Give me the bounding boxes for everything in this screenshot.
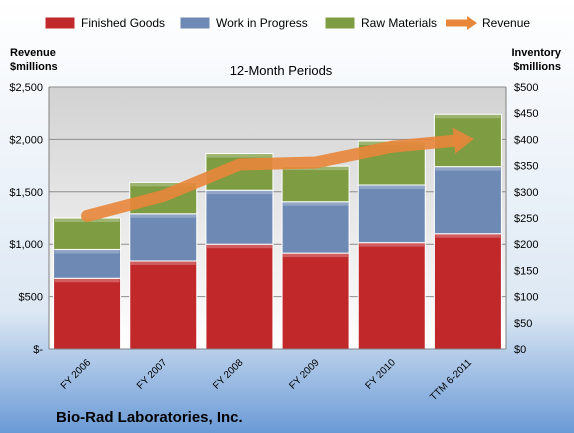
right-tick-label: $500 <box>514 82 538 94</box>
company-name: Bio-Rad Laboratories, Inc. <box>56 409 243 426</box>
right-axis-label-line1: Inventory <box>511 47 561 59</box>
bar-highlight <box>359 242 425 247</box>
right-tick-label: $350 <box>514 161 538 173</box>
legend: Finished Goods Work in Progress Raw Materi… <box>44 16 530 30</box>
left-tick-label: $- <box>33 344 43 356</box>
bar-highlight <box>206 153 272 158</box>
bar-highlight <box>435 114 501 119</box>
left-tick-label: $500 <box>19 292 43 304</box>
right-tick-label: $250 <box>514 213 538 225</box>
bar-highlight <box>435 233 501 238</box>
legend-label: Revenue <box>482 16 530 30</box>
plot-area <box>49 87 506 349</box>
right-tick-label: $400 <box>514 134 538 146</box>
bar-segment <box>281 165 350 203</box>
right-tick-label: $150 <box>514 265 538 277</box>
right-tick-label: $50 <box>514 318 532 330</box>
left-tick-label: $2,500 <box>9 82 43 94</box>
bar-segment <box>357 184 426 244</box>
bar-highlight <box>283 253 349 258</box>
bars <box>53 113 502 350</box>
bar-segment <box>433 166 502 235</box>
bar-segment <box>53 277 122 350</box>
revenue-arrowhead <box>452 127 474 154</box>
bar-highlight <box>435 166 501 171</box>
revenue-line-path <box>81 134 460 222</box>
bar-segment <box>281 252 350 350</box>
bar-segment <box>129 260 198 350</box>
right-tick-label: $300 <box>514 187 538 199</box>
right-tick-label: $0 <box>514 344 526 356</box>
legend-swatch <box>179 16 211 30</box>
left-tick-label: $2,000 <box>9 134 43 146</box>
legend-swatch <box>324 16 356 30</box>
bar-segment <box>53 217 122 250</box>
bar-highlight <box>54 278 120 283</box>
bar-segment <box>53 248 122 279</box>
right-tick-label: $100 <box>514 292 538 304</box>
left-tick-label: $1,000 <box>9 239 43 251</box>
bar-segment <box>205 189 274 245</box>
legend-label: Raw Materials <box>361 16 437 30</box>
left-tick-label: $1,500 <box>9 187 43 199</box>
revenue-line <box>81 127 474 222</box>
bar-segment <box>357 242 426 350</box>
legend-swatch <box>44 16 76 30</box>
chart-title: 12-Month Periods <box>230 63 333 78</box>
bar-segment <box>433 233 502 350</box>
bar-highlight <box>206 190 272 195</box>
right-tick-label: $200 <box>514 239 538 251</box>
legend-swatch-arrow <box>467 16 477 30</box>
legend-label: Finished Goods <box>81 16 165 30</box>
left-axis-label-line2: $millions <box>10 61 58 73</box>
bar-highlight <box>283 201 349 206</box>
bar-segment <box>281 201 350 254</box>
bar-highlight <box>54 249 120 254</box>
bar-highlight <box>130 260 196 265</box>
left-axis-label-line1: Revenue <box>10 47 56 59</box>
bar-segment <box>129 213 198 262</box>
bar-highlight <box>130 182 196 187</box>
right-axis-label-line2: $millions <box>513 61 561 73</box>
right-tick-label: $450 <box>514 108 538 120</box>
bar-highlight <box>206 244 272 249</box>
bar-segment <box>205 243 274 350</box>
bar-highlight <box>359 184 425 189</box>
bar-highlight <box>130 213 196 218</box>
legend-label: Work in Progress <box>216 16 308 30</box>
